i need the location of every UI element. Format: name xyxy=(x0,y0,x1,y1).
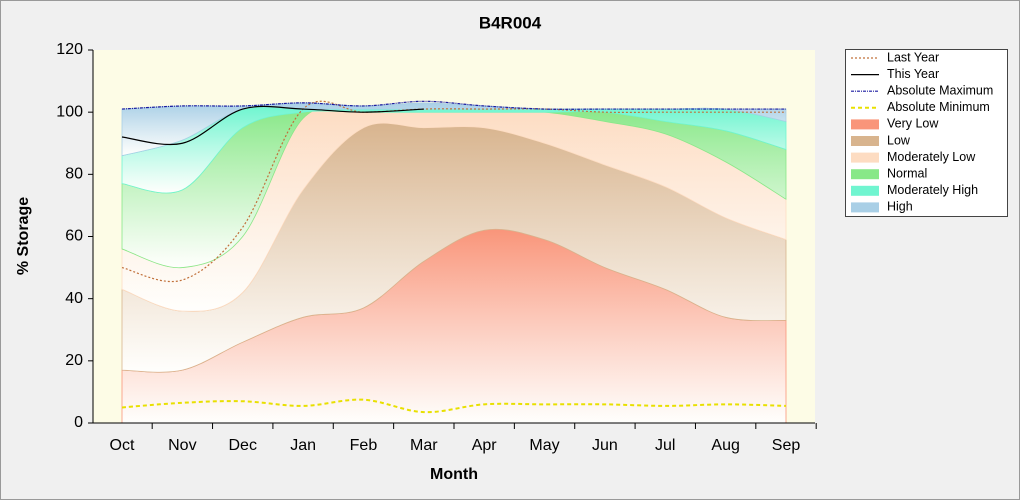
x-tick-label: Sep xyxy=(772,437,801,454)
series-line xyxy=(121,100,786,283)
x-tick-label: Mar xyxy=(410,437,438,454)
legend-label: This Year xyxy=(887,67,939,81)
legend-label: Normal xyxy=(887,166,927,180)
legend-label: Moderately High xyxy=(887,183,978,197)
y-tick-label: 20 xyxy=(65,352,83,369)
legend-swatch xyxy=(851,202,879,213)
legend-swatch xyxy=(851,119,879,130)
x-tick-label: Apr xyxy=(472,437,498,454)
band-area xyxy=(121,102,787,157)
legend-label: Last Year xyxy=(887,50,939,64)
x-axis-label: Month xyxy=(430,466,478,483)
x-tick-label: Nov xyxy=(168,437,196,454)
y-tick-label: 40 xyxy=(65,290,83,307)
y-tick-label: 120 xyxy=(56,41,83,58)
x-tick-label: Dec xyxy=(229,437,257,454)
legend-label: Low xyxy=(887,133,911,147)
y-tick-label: 0 xyxy=(74,414,83,431)
legend-swatch xyxy=(851,136,879,146)
legend-label: Moderately Low xyxy=(887,150,976,164)
chart-title: B4R004 xyxy=(479,13,542,32)
y-axis-label: % Storage xyxy=(15,197,32,275)
x-tick-label: Jan xyxy=(290,437,316,454)
legend-label: High xyxy=(887,200,913,214)
legend-label: Absolute Minimum xyxy=(887,100,990,114)
x-tick-label: Feb xyxy=(350,437,378,454)
x-tick-label: Oct xyxy=(110,437,135,454)
y-tick-label: 60 xyxy=(65,228,83,245)
legend-swatch xyxy=(851,152,879,163)
legend-label: Absolute Maximum xyxy=(887,83,993,97)
x-tick-label: Jul xyxy=(655,437,675,454)
series-line xyxy=(121,100,786,110)
series-line xyxy=(121,105,424,145)
x-tick-label: Aug xyxy=(711,437,739,454)
x-tick-label: Jun xyxy=(592,437,618,454)
y-tick-label: 80 xyxy=(65,166,83,183)
legend-swatch xyxy=(851,185,879,196)
y-tick-label: 100 xyxy=(56,103,83,120)
legend-label: Very Low xyxy=(887,117,939,131)
x-tick-label: May xyxy=(529,437,559,454)
legend-swatch xyxy=(851,169,879,180)
series-line xyxy=(121,398,787,414)
